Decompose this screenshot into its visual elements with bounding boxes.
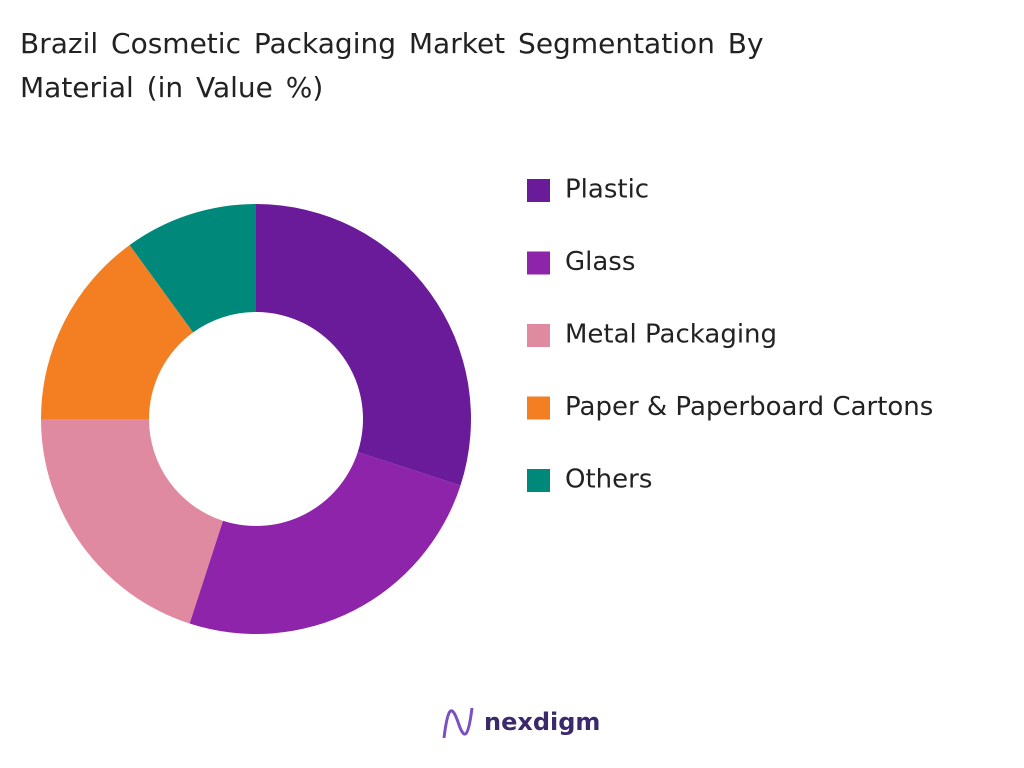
slice bbox=[41, 419, 223, 624]
legend-label: Plastic bbox=[565, 175, 649, 205]
slice bbox=[189, 452, 461, 634]
legend-swatch bbox=[527, 324, 550, 347]
legend-label: Glass bbox=[565, 247, 635, 277]
legend-swatch bbox=[527, 396, 550, 420]
legend-label: Others bbox=[565, 465, 652, 495]
chart-title: Brazil Cosmetic Packaging Market Segment… bbox=[20, 27, 764, 104]
slice bbox=[129, 204, 256, 333]
legend-swatch bbox=[527, 179, 550, 202]
logo-icon bbox=[442, 707, 474, 739]
slice bbox=[41, 245, 194, 419]
brand: nexdigm bbox=[484, 708, 600, 736]
slice bbox=[256, 204, 471, 486]
legend-label: Metal Packaging bbox=[565, 320, 777, 350]
legend-label: Paper & Paperboard Cartons bbox=[565, 392, 933, 422]
legend-swatch bbox=[527, 469, 550, 492]
legend-swatch bbox=[527, 251, 550, 275]
